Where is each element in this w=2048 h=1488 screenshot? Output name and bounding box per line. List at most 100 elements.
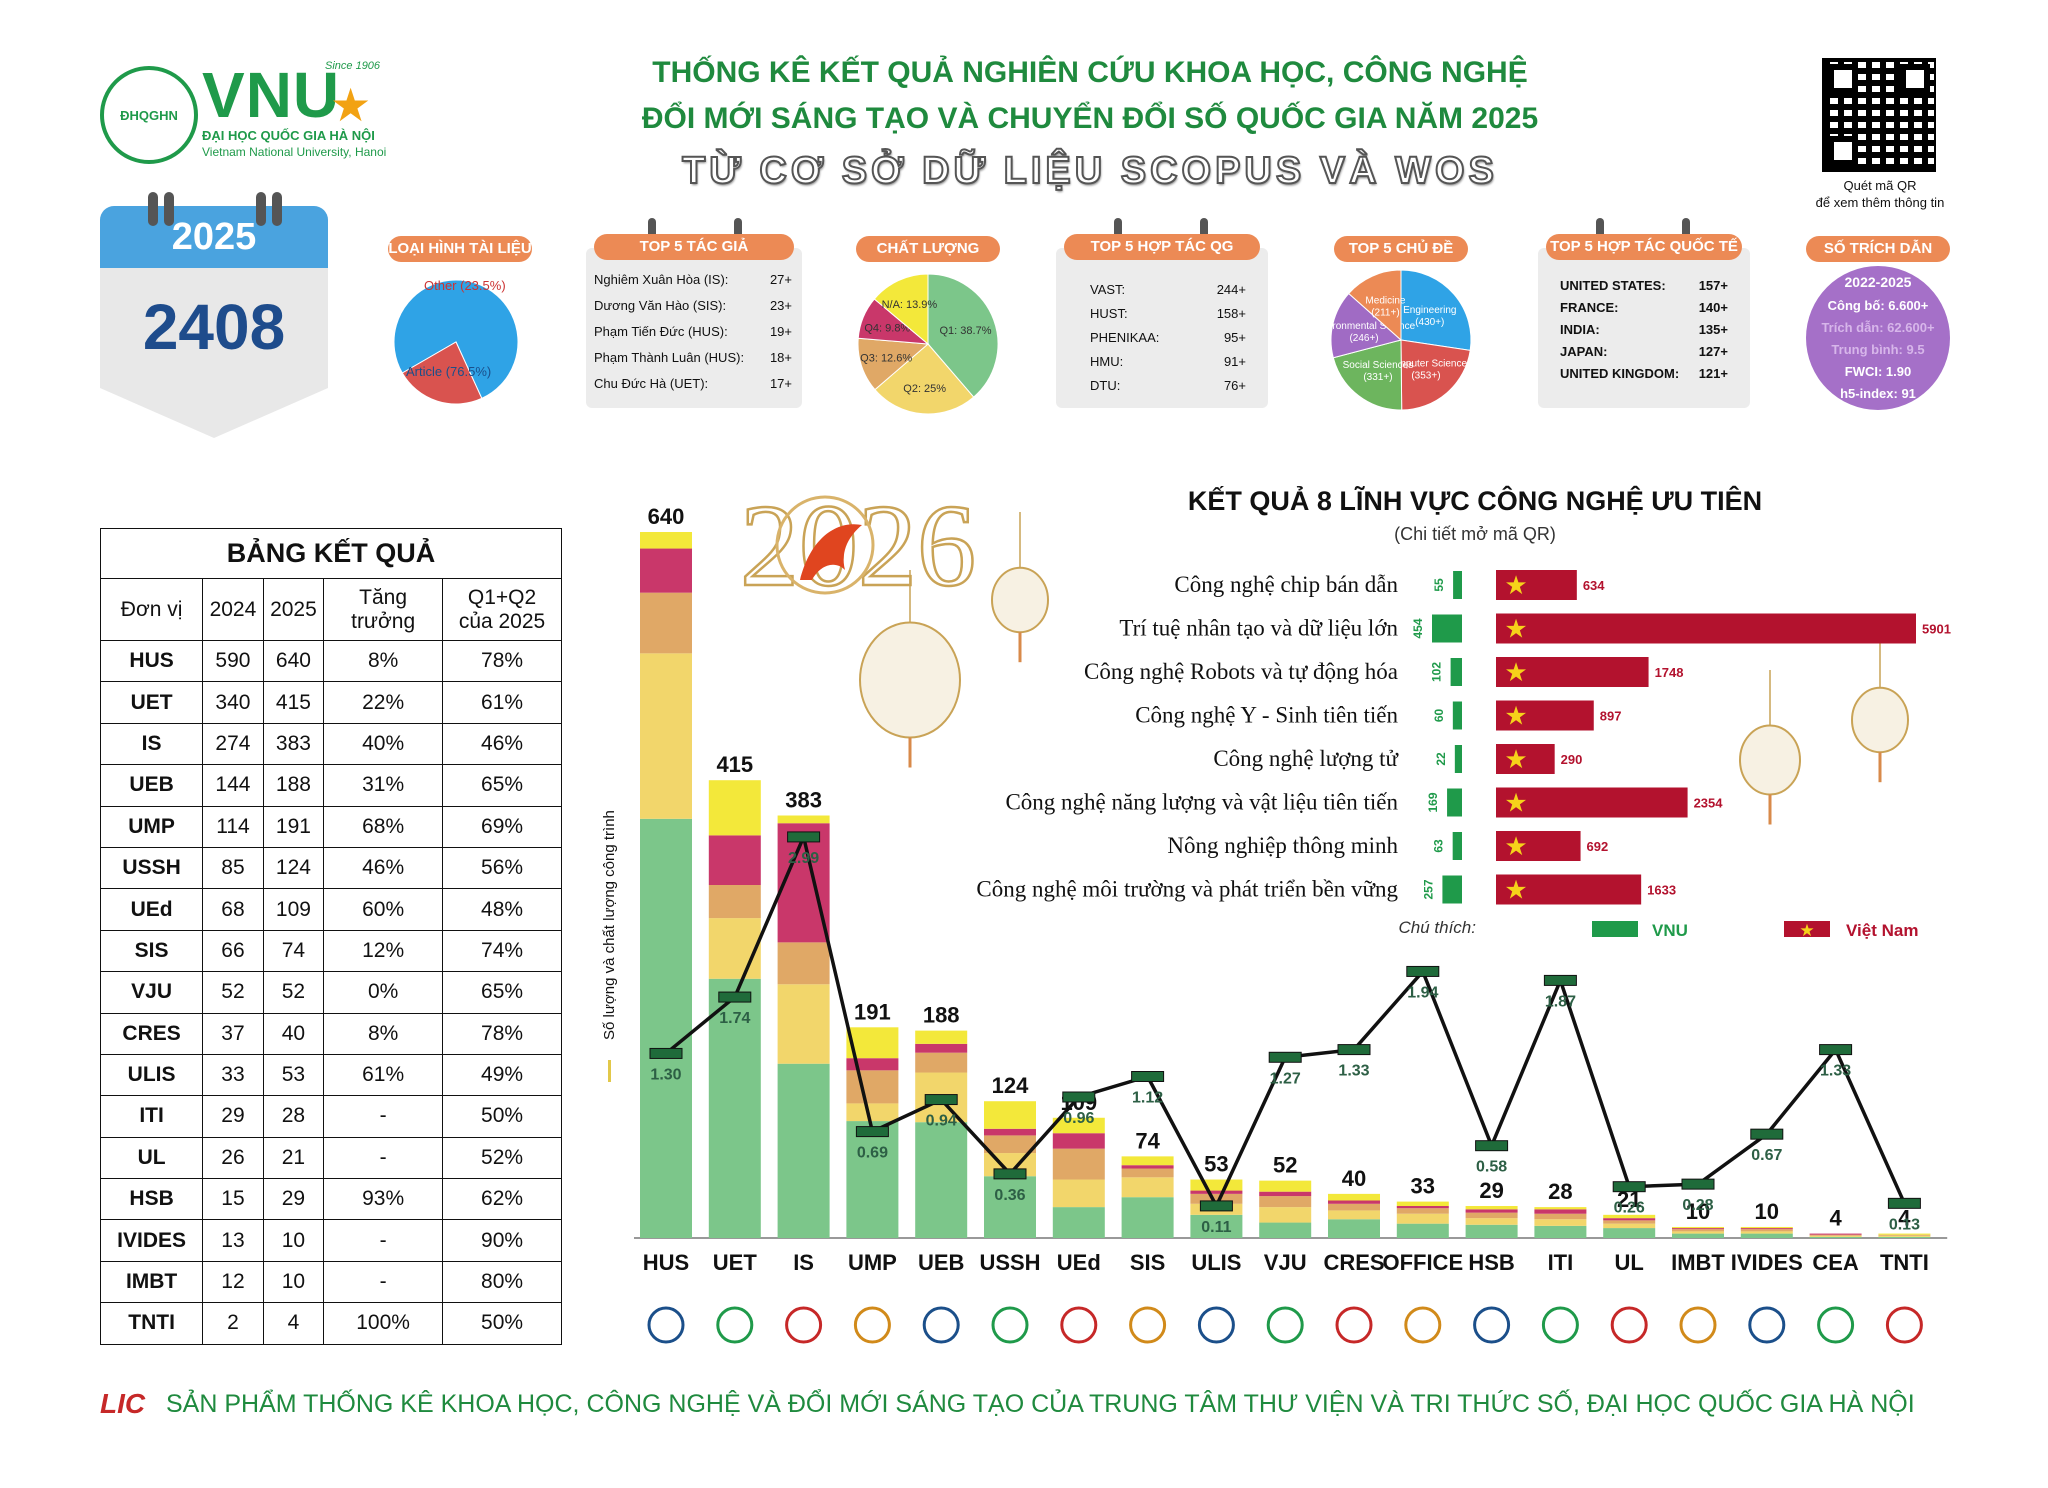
table-cell: 590	[202, 639, 264, 683]
horse-circle	[775, 495, 875, 595]
top-domestic-card: TOP 5 HỢP TÁC QG VAST: 244+ HUST: 158+ PHENI…	[1056, 218, 1268, 408]
bar-total-label: 383	[785, 788, 822, 813]
coefficient-marker	[649, 1047, 683, 1059]
bar-segment-q2	[1259, 1207, 1312, 1223]
unit-logo-icon	[1610, 1306, 1648, 1344]
bar-segment-q3	[1396, 1208, 1449, 1214]
unit-logo-icon	[1748, 1306, 1786, 1344]
bar-segment-q4	[1328, 1200, 1380, 1204]
bar-segment-q1	[1121, 1197, 1174, 1238]
unit-logo-icon	[1885, 1306, 1923, 1344]
table-cell: 124	[262, 846, 325, 890]
list-item-name: PHENIKAA:	[1090, 330, 1160, 345]
star-icon: ★	[1504, 831, 1527, 861]
priority-field-label: Nông nghiệp thông minh	[1167, 833, 1398, 858]
priority-value-vietnam: 1633	[1647, 883, 1676, 898]
table-cell: 191	[262, 805, 325, 848]
table-row: IMBT 12 10-80%	[99, 1260, 562, 1304]
x-tick-label: HSB	[1468, 1250, 1514, 1275]
vnu-logo-inner-text: ĐHQGHN	[120, 108, 178, 123]
list-item-name: FRANCE:	[1560, 300, 1619, 315]
table-cell: 640	[262, 639, 325, 683]
x-tick-label: ULIS	[1191, 1250, 1241, 1275]
table-cell: -	[323, 1095, 444, 1138]
publications-chart: 2026 64041538319118812410974535240332928…	[601, 480, 1951, 1344]
table-cell: CRES	[99, 1012, 204, 1055]
topic-slice-label: Medicine	[1365, 295, 1405, 306]
priority-value-vietnam: 1748	[1655, 665, 1684, 680]
priority-field-label: Công nghệ Robots và tự động hóa	[1084, 659, 1398, 684]
pie-slice	[1332, 339, 1403, 411]
bar-segment-q2	[1534, 1219, 1587, 1226]
quality-card: CHẤT LƯỢNG Q1: 38.7% Q2: 25% Q3: 12.6% Q4: …	[848, 236, 1008, 416]
coefficient-label: 1.30	[650, 1066, 681, 1083]
bar-segment-q3	[1259, 1196, 1312, 1208]
priority-field-label: Công nghệ chip bán dẫn	[1174, 572, 1398, 597]
table-cell: 12%	[323, 929, 444, 973]
list-item-value: 18+	[769, 350, 792, 365]
list-item-name: Phạm Thành Luân (HUS):	[594, 350, 745, 365]
table-cell: 22%	[323, 681, 444, 724]
coefficient-marker	[1750, 1128, 1784, 1140]
card-ring	[734, 218, 742, 246]
card-ring	[1114, 218, 1122, 246]
table-row: UMP 114 191 68% 69%	[99, 805, 562, 848]
bar-total-label: 4	[1898, 1206, 1911, 1231]
bar-segment-q1	[708, 978, 761, 1238]
table-cell: 46%	[442, 722, 562, 766]
unit-logo-icon	[1266, 1306, 1304, 1344]
bar-segment-q4	[640, 548, 692, 593]
coefficient-label: 1.94	[1407, 984, 1438, 1001]
table-cell: UEd	[99, 888, 204, 931]
quality-slice-label: Q1: 38.7%	[940, 325, 992, 337]
list-item-value: 135+	[1698, 322, 1728, 337]
star-icon: ★	[1504, 657, 1527, 687]
coefficient-label: 0.28	[1682, 1197, 1713, 1214]
x-tick-label: CEA	[1812, 1250, 1859, 1275]
coefficient-marker	[993, 1168, 1027, 1180]
bar-segment-q4	[1190, 1190, 1243, 1194]
col-header: Q1+Q2 của 2025	[442, 578, 562, 641]
x-tick-label: ITI	[1548, 1250, 1574, 1275]
priority-value-vnu: 55	[1432, 578, 1446, 592]
list-item-value: 76+	[1223, 378, 1246, 393]
coefficient-marker	[1406, 965, 1440, 977]
bar-segment-q1	[846, 1121, 899, 1238]
star-icon: ★	[1504, 701, 1527, 731]
table-cell: IMBT	[99, 1260, 204, 1304]
bar-segment-q4	[1259, 1191, 1312, 1197]
table-cell: 66	[202, 929, 264, 973]
x-tick-label: OFFICE	[1382, 1250, 1463, 1275]
citations-card: SỐ TRÍCH DẪN 2022-2025 Công bố: 6.600+ Tr…	[1798, 236, 1958, 416]
bar-total-label: 191	[854, 999, 891, 1024]
bar-segment-q4	[1740, 1228, 1793, 1230]
bar-segment-q3	[1672, 1229, 1724, 1232]
qr-finder	[1900, 64, 1930, 94]
table-cell: 33	[202, 1053, 264, 1097]
bar-segment-na	[1121, 1156, 1174, 1166]
list-item-name: INDIA:	[1560, 322, 1600, 337]
bar-total-label: 74	[1135, 1128, 1160, 1153]
unit-logo-icon	[785, 1306, 823, 1344]
qr-code-icon[interactable]	[1822, 58, 1936, 172]
quality-pie: Q1: 38.7% Q2: 25% Q3: 12.6% Q4: 9.8% N/A: 13…	[857, 273, 999, 415]
table-cell: 56%	[442, 846, 562, 890]
y-axis-label-bar: Số lượng và chất lượng công trình	[601, 810, 618, 1040]
bar-segment-na	[1603, 1214, 1656, 1219]
star-icon: ★	[330, 79, 372, 131]
table-cell: 61%	[323, 1053, 444, 1097]
card-ring	[1596, 218, 1604, 246]
priority-value-vietnam: 2354	[1694, 796, 1724, 811]
topic-slice-label: (246+)	[1349, 333, 1378, 344]
table-cell: 10	[262, 1260, 325, 1304]
legend-swatch-bar	[608, 1060, 611, 1082]
priority-bar-vietnam	[1496, 831, 1581, 861]
list-item-name: Dương Văn Hào (SIS):	[594, 298, 727, 313]
bar-segment-q2	[777, 984, 830, 1064]
star-icon: ★	[1504, 788, 1527, 818]
x-tick-label: UEd	[1057, 1250, 1101, 1275]
priority-field-label: Công nghệ môi trường và phát triển bền v…	[976, 877, 1398, 902]
table-cell: 188	[262, 764, 325, 807]
table-cell: 100%	[323, 1302, 444, 1345]
bar-segment-q3	[1465, 1212, 1518, 1219]
